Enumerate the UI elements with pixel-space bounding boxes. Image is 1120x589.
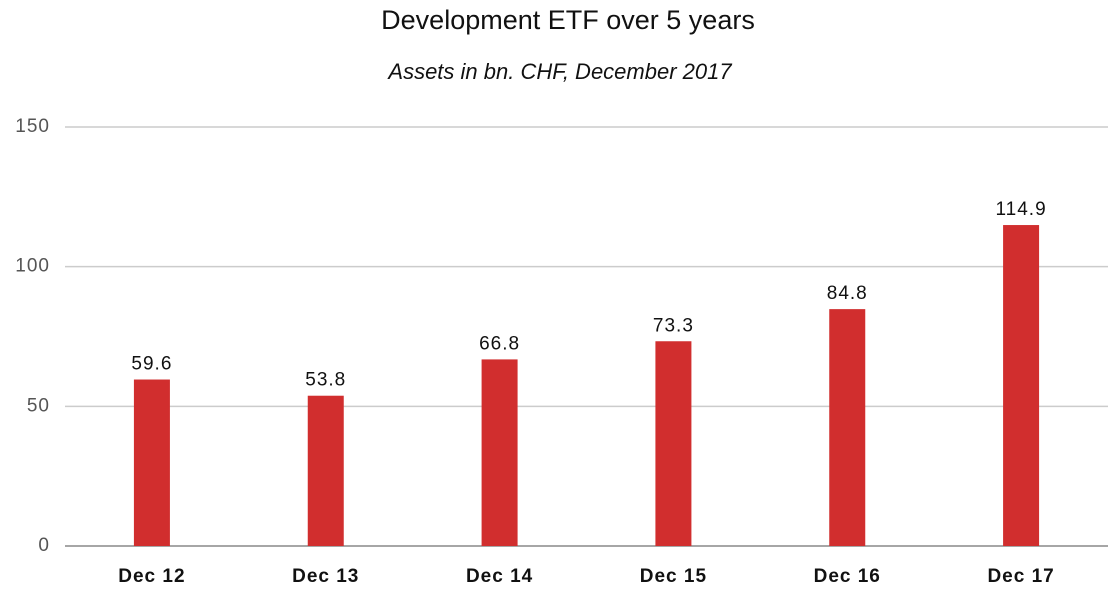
data-label: 84.8 — [827, 283, 868, 304]
x-tick-label: Dec 17 — [987, 566, 1054, 587]
bar — [133, 379, 170, 546]
y-tick-label: 50 — [27, 395, 50, 416]
bar — [307, 395, 344, 546]
x-tick-label: Dec 14 — [466, 566, 533, 587]
x-tick-label: Dec 12 — [118, 566, 185, 587]
x-tick-label: Dec 15 — [640, 566, 707, 587]
data-label: 114.9 — [996, 199, 1047, 220]
y-tick-label: 100 — [15, 256, 50, 277]
y-tick-label: 150 — [15, 116, 50, 137]
chart-subtitle: Assets in bn. CHF, December 2017 — [386, 59, 732, 84]
bar — [1003, 225, 1040, 546]
data-label: 53.8 — [305, 370, 346, 391]
x-tick-label: Dec 16 — [814, 566, 881, 587]
chart-title: Development ETF over 5 years — [381, 5, 755, 35]
data-label: 59.6 — [131, 354, 172, 375]
data-label: 73.3 — [653, 315, 694, 336]
x-tick-label: Dec 13 — [292, 566, 359, 587]
data-label: 66.8 — [479, 333, 520, 354]
bar — [481, 359, 518, 546]
y-tick-label: 0 — [38, 535, 50, 556]
bar — [655, 341, 692, 546]
bar — [829, 309, 866, 546]
